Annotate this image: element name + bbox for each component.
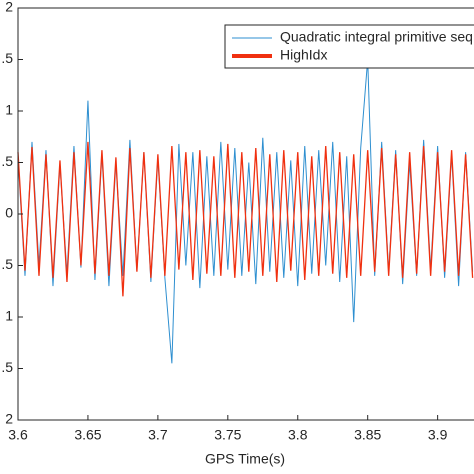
x-tick-label: 3.85: [354, 427, 381, 443]
x-tick-label: 3.9: [428, 427, 448, 443]
x-axis-label: GPS Time(s): [205, 451, 285, 467]
y-tick-label: .5: [1, 359, 13, 375]
y-tick-label: 2: [5, 411, 13, 427]
series-line: [17, 141, 474, 297]
y-tick-label: 0: [5, 205, 13, 221]
x-tick-label: 3.8: [288, 427, 308, 443]
y-tick-label: .5: [1, 153, 13, 169]
legend-label: Quadratic integral primitive seq: [280, 29, 473, 45]
x-tick-label: 3.6: [8, 427, 28, 443]
y-tick-label: .5: [1, 256, 13, 272]
x-tick-label: 3.65: [74, 427, 101, 443]
y-tick-label: 1: [5, 308, 13, 324]
x-tick-label: 3.75: [214, 427, 241, 443]
x-tick-label: 3.7: [148, 427, 168, 443]
y-tick-label: 1: [5, 102, 13, 118]
legend-box: [224, 24, 474, 69]
legend: Quadratic integral primitive seq HighIdx: [224, 24, 474, 69]
y-tick-label: .5: [1, 50, 13, 66]
y-tick-label: 2: [5, 0, 13, 15]
legend-label: HighIdx: [280, 47, 327, 63]
